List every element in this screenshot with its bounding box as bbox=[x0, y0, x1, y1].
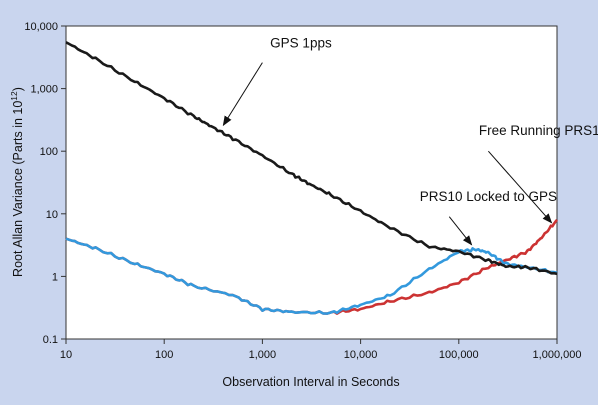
y-tick-label-4: 1,000 bbox=[30, 84, 58, 96]
y-tick-label-0: 0.1 bbox=[43, 334, 58, 346]
y-axis-label: Root Allan Variance (Parts in 1012) bbox=[9, 87, 25, 277]
y-tick-label-1: 1 bbox=[52, 271, 58, 283]
y-tick-label-5: 10,000 bbox=[24, 21, 58, 33]
annotation-label-gps: GPS 1pps bbox=[270, 36, 332, 51]
x-tick-label-5: 1,000,000 bbox=[533, 349, 582, 361]
series-layer bbox=[65, 41, 558, 315]
annotation-layer: GPS 1pps PRS10 Locked to GPS Free Running … bbox=[222, 36, 598, 246]
y-tick-label-3: 100 bbox=[40, 146, 58, 158]
x-tick-label-2: 1,000 bbox=[249, 349, 277, 361]
series-line-prs10_locked bbox=[65, 237, 558, 315]
x-tick-label-1: 100 bbox=[155, 349, 173, 361]
x-tick-label-0: 10 bbox=[60, 349, 72, 361]
x-tick-label-4: 100,000 bbox=[439, 349, 479, 361]
series-line-gps bbox=[65, 41, 558, 276]
tick-layer: 10 100 1,000 10,000 100,000 1,000,000 0.1 1 10 10… bbox=[24, 21, 581, 361]
annotation-arrow-free_running bbox=[487, 150, 553, 224]
annotation-label-free_running: Free Running PRS10 bbox=[479, 123, 598, 138]
y-tick-label-2: 10 bbox=[46, 209, 58, 221]
plot-area bbox=[65, 25, 558, 340]
annotation-label-prs10_locked: PRS10 Locked to GPS bbox=[420, 189, 557, 204]
annotation-arrow-prs10_locked bbox=[448, 216, 473, 246]
x-tick-label-3: 10,000 bbox=[344, 349, 378, 361]
annotation-arrow-gps bbox=[222, 62, 263, 127]
x-axis-label: Observation Interval in Seconds bbox=[222, 375, 399, 389]
